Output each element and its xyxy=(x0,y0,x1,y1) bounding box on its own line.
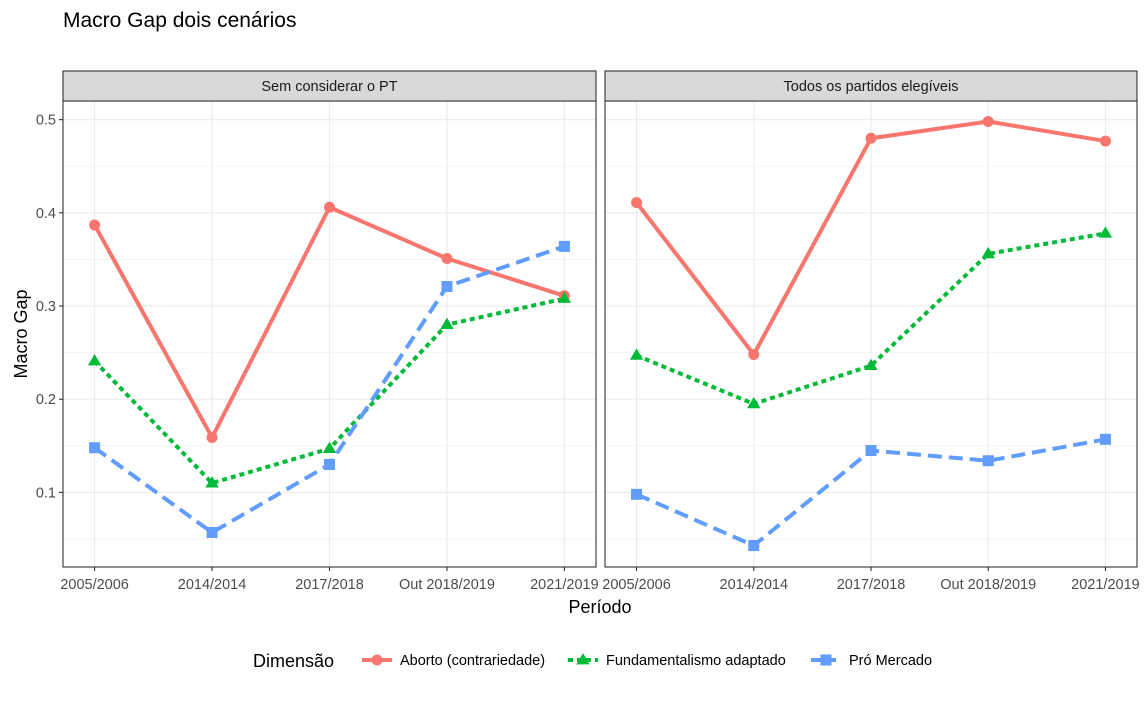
data-point-aborto-contrariedade xyxy=(1099,135,1111,147)
strip-label: Todos os partidos elegíveis xyxy=(784,79,959,95)
data-point-fundamentalismo-adaptado xyxy=(322,441,337,453)
data-point-fundamentalismo-adaptado xyxy=(747,396,761,409)
data-point-pro-mercado xyxy=(631,488,643,500)
y-axis-title: Macro Gap xyxy=(11,289,31,378)
data-point-pro-mercado xyxy=(748,540,760,552)
x-tick-label: 2021/2019 xyxy=(1071,577,1140,593)
series-layer xyxy=(629,116,1113,552)
x-tick-label: 2017/2018 xyxy=(837,577,906,593)
grid xyxy=(63,101,596,567)
data-point-aborto-contrariedade xyxy=(89,219,101,231)
data-point-aborto-contrariedade xyxy=(441,253,453,265)
x-tick-label: 2014/2014 xyxy=(178,577,247,593)
data-point-pro-mercado xyxy=(89,442,101,454)
legend-item-aborto-contrariedade: Aborto (contrariedade) xyxy=(362,653,545,669)
data-point-fundamentalismo-adaptado xyxy=(629,348,644,360)
data-point-pro-mercado xyxy=(324,458,335,470)
series-layer xyxy=(87,201,572,539)
x-tick-label: 2005/2006 xyxy=(602,577,671,593)
data-point-fundamentalismo-adaptado xyxy=(205,476,219,488)
data-point-pro-mercado xyxy=(206,527,218,539)
x-axis-title: Período xyxy=(568,597,631,617)
series-line-fundamentalismo-adaptado xyxy=(635,231,1106,406)
data-point-fundamentalismo-adaptado xyxy=(981,246,995,259)
legend-key-marker xyxy=(576,653,590,665)
panel-todos-partidos: Todos os partidos elegíveis 2005/2006 201… xyxy=(602,70,1140,593)
x-ticks: 2005/2006 2014/2014 2017/2018 Out 2018/2019… xyxy=(602,567,1140,593)
y-tick-label: 0.4 xyxy=(36,206,56,222)
legend-label: Fundamentalismo adaptado xyxy=(606,653,786,669)
data-point-aborto-contrariedade xyxy=(631,197,643,209)
data-point-pro-mercado xyxy=(1099,433,1111,445)
x-tick-label: 2014/2014 xyxy=(720,577,789,593)
x-tick-label: Out 2018/2019 xyxy=(940,577,1036,593)
legend: Dimensão Aborto (contrariedade) Fundament… xyxy=(253,651,932,671)
data-point-fundamentalismo-adaptado xyxy=(864,358,878,371)
x-tick-label: 2021/2019 xyxy=(530,577,599,593)
strip-background xyxy=(604,70,1138,102)
data-point-aborto-contrariedade xyxy=(865,132,877,144)
data-point-fundamentalismo-adaptado xyxy=(1098,226,1113,238)
y-tick-label: 0.2 xyxy=(36,392,56,408)
strip-background xyxy=(62,70,597,102)
y-tick-label: 0.3 xyxy=(36,299,56,315)
y-tick-label: 0.1 xyxy=(36,485,56,501)
data-point-fundamentalismo-adaptado xyxy=(557,291,572,303)
legend-key-marker xyxy=(371,654,383,666)
data-point-aborto-contrariedade xyxy=(748,349,760,361)
legend-title: Dimensão xyxy=(253,651,334,671)
legend-item-fundamentalismo-adaptado: Fundamentalismo adaptado xyxy=(568,653,786,669)
data-point-aborto-contrariedade xyxy=(324,201,335,213)
chart-title: Macro Gap dois cenários xyxy=(63,9,296,32)
x-tick-label: 2017/2018 xyxy=(295,577,364,593)
legend-key-marker xyxy=(820,654,832,666)
data-point-pro-mercado xyxy=(441,280,453,292)
x-tick-label: Out 2018/2019 xyxy=(399,577,495,593)
data-point-aborto-contrariedade xyxy=(982,116,994,128)
data-point-aborto-contrariedade xyxy=(206,431,218,443)
data-point-pro-mercado xyxy=(558,240,570,252)
panel-sem-considerar-pt: Sem considerar o PT 2005/2006 2014/2014 20… xyxy=(60,70,599,593)
data-point-pro-mercado xyxy=(865,445,877,456)
x-tick-label: 2005/2006 xyxy=(60,577,129,593)
legend-label: Aborto (contrariedade) xyxy=(400,653,545,669)
x-ticks: 2005/2006 2014/2014 2017/2018 Out 2018/2019… xyxy=(60,567,599,593)
legend-item-pro-mercado: Pró Mercado xyxy=(811,653,932,669)
data-point-fundamentalismo-adaptado xyxy=(87,354,102,366)
y-axis: 0.1 0.2 0.3 0.4 0.5 xyxy=(36,113,63,501)
y-tick-label: 0.5 xyxy=(36,113,56,129)
data-point-pro-mercado xyxy=(982,455,994,467)
data-point-fundamentalismo-adaptado xyxy=(440,317,454,330)
strip-label: Sem considerar o PT xyxy=(261,79,397,95)
legend-label: Pró Mercado xyxy=(849,653,932,669)
